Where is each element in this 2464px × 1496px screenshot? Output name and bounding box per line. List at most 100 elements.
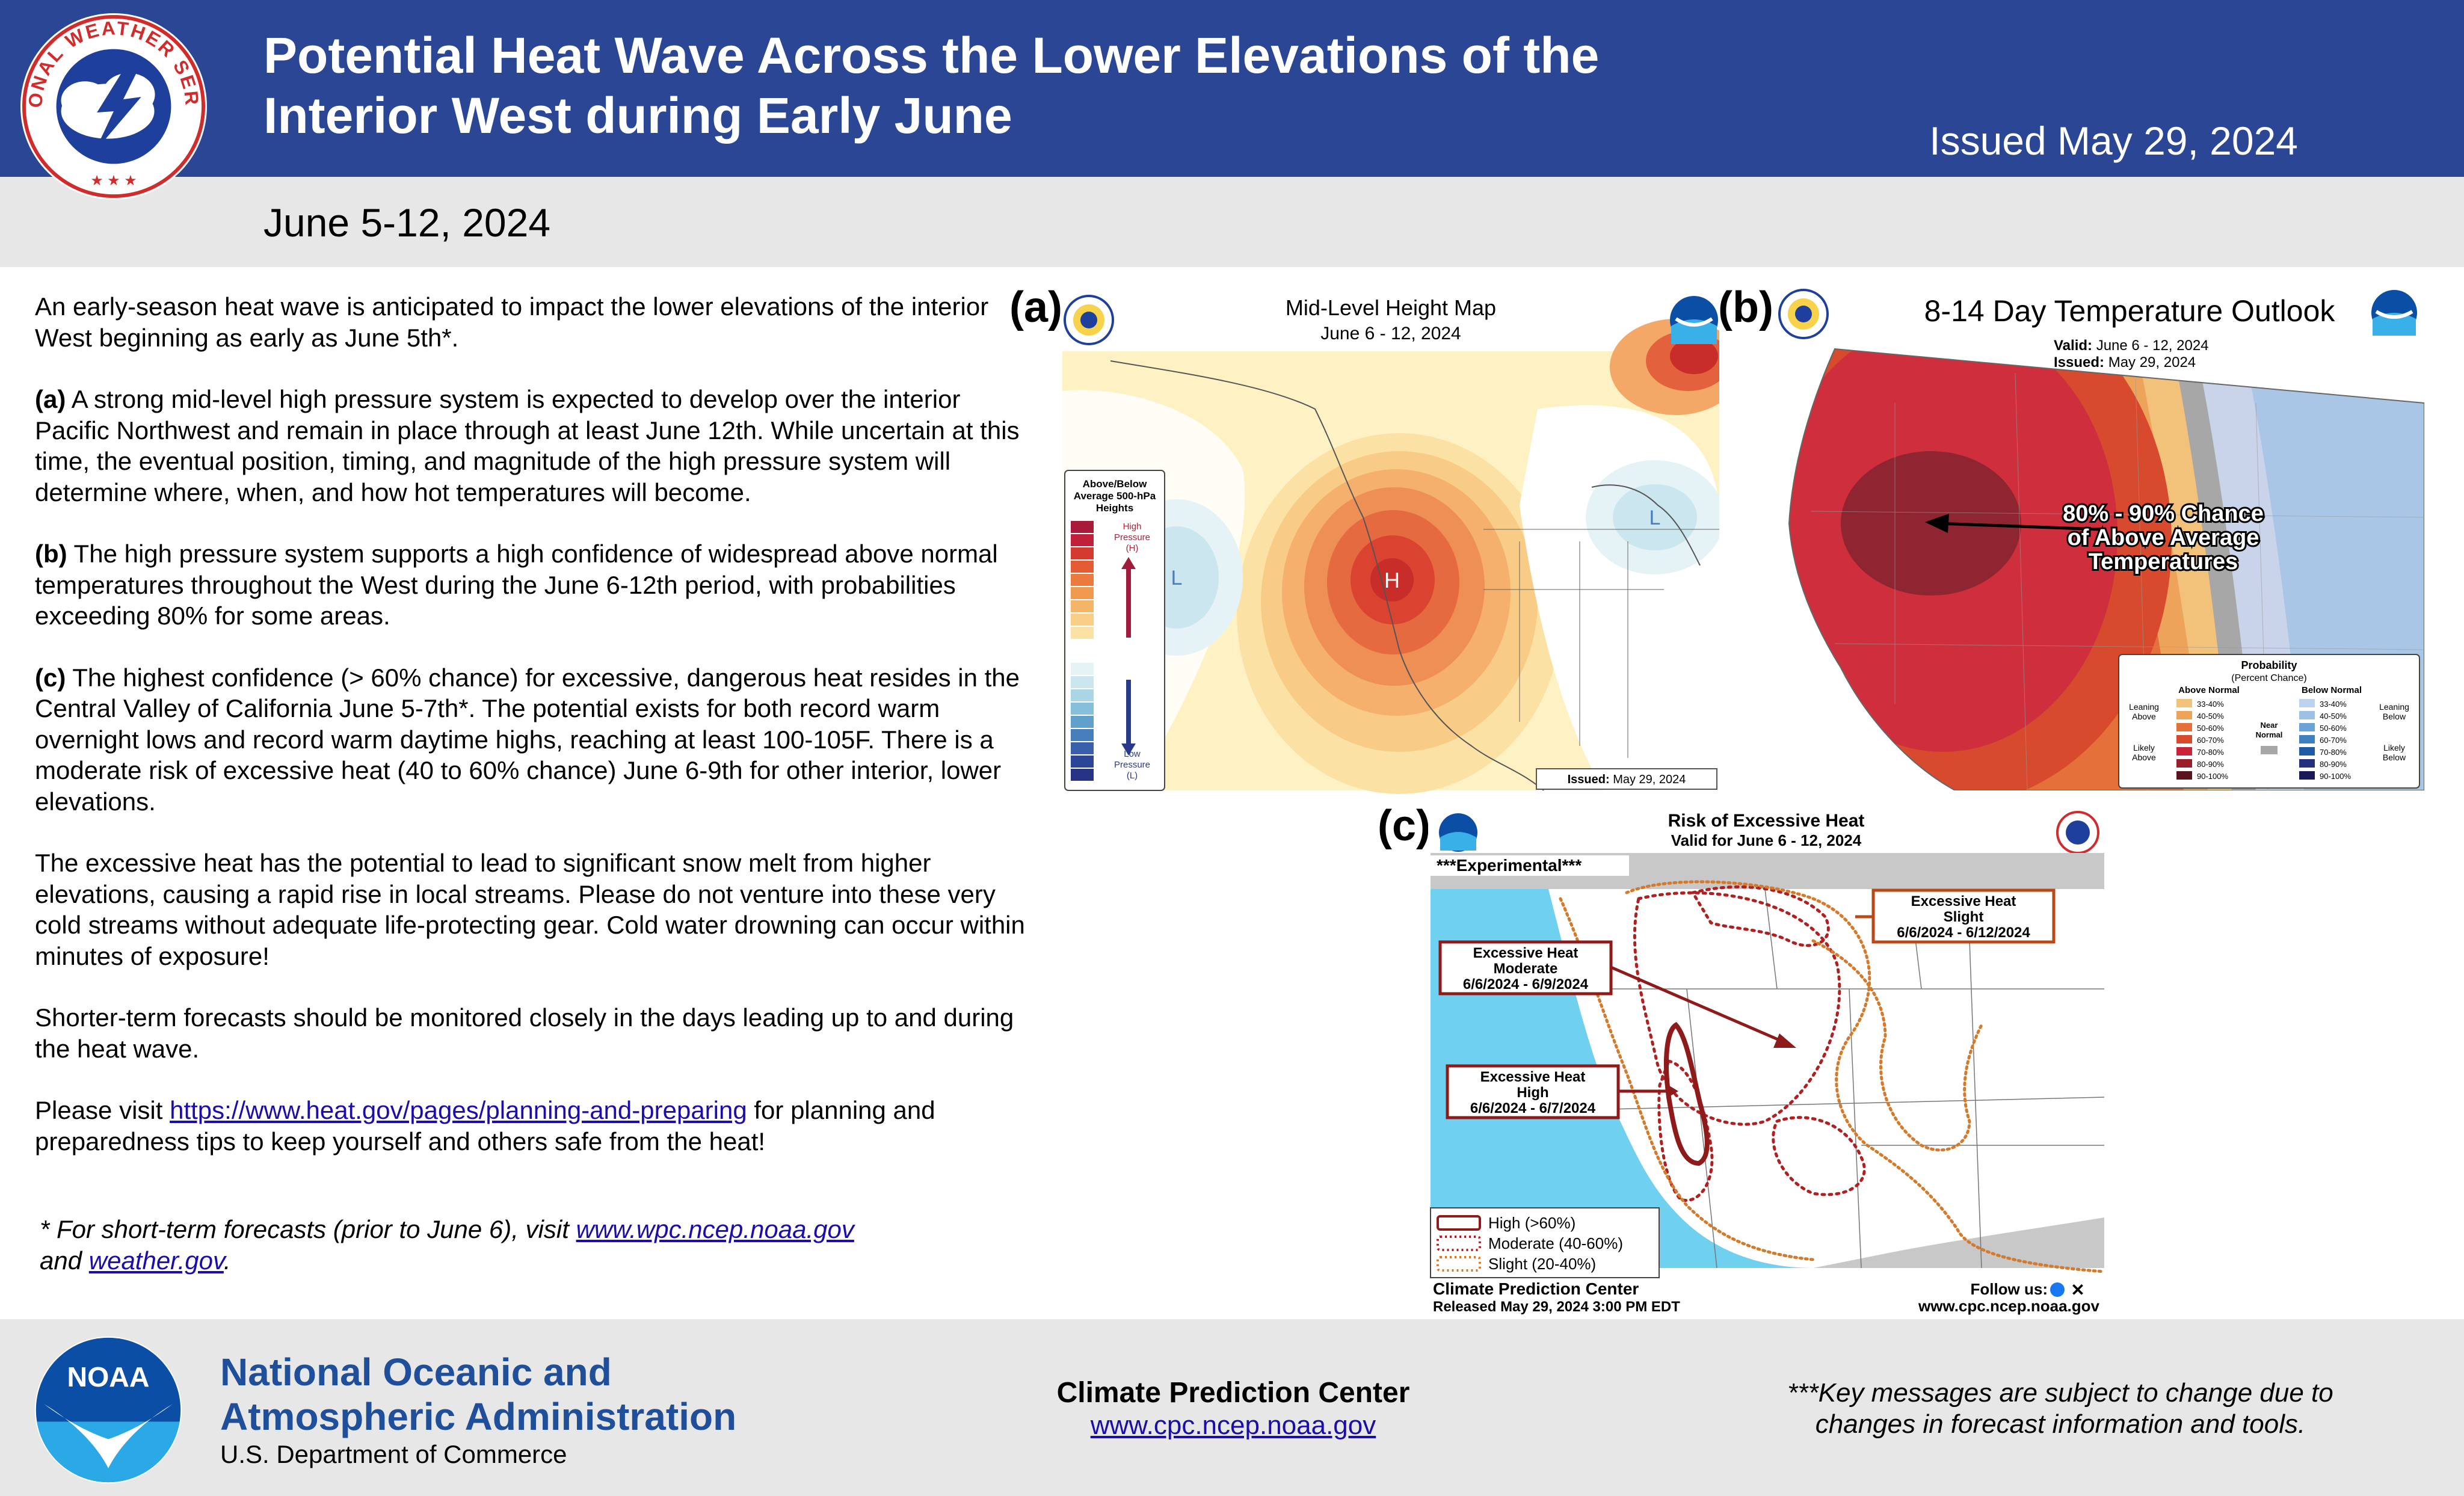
svg-text:Normal: Normal: [2256, 730, 2283, 739]
legend-swatch: [2299, 747, 2315, 756]
nws-logo-icon: NATIONAL WEATHER SERVICE ★ ★ ★: [18, 11, 208, 200]
panel-a-title: Mid-Level Height Map: [1286, 295, 1496, 320]
panel-c-released: Released May 29, 2024 3:00 PM EDT: [1433, 1299, 1680, 1315]
legend-range-label: 60-70%: [2320, 736, 2347, 745]
legend-swatch: [2176, 711, 2192, 719]
legend-range-label: 90-100%: [2320, 772, 2351, 781]
legend-range-label: 40-50%: [2197, 712, 2224, 721]
panel-b-annotation-3: Temperatures: [2089, 549, 2238, 574]
moderate-box-line-3: 6/6/2024 - 6/9/2024: [1463, 976, 1589, 993]
paragraph-intro: An early-season heat wave is anticipated…: [35, 292, 989, 352]
panel-c-subtitle: Valid for June 6 - 12, 2024: [1671, 831, 1862, 849]
wpc-link[interactable]: www.wpc.ncep.noaa.gov: [576, 1215, 854, 1243]
svg-text:Below Normal: Below Normal: [2302, 685, 2362, 695]
panel-a-legend: Above/Below Average 500-hPa Heights High…: [1064, 470, 1165, 791]
legend-swatch: [2176, 771, 2192, 780]
height-swatch-cool: [1071, 756, 1094, 768]
title-line-2: Interior West during Early June: [263, 87, 1012, 144]
department-name: U.S. Department of Commerce: [220, 1440, 567, 1468]
svg-text:Above: Above: [2132, 712, 2156, 721]
svg-text:Leaning: Leaning: [2379, 702, 2409, 712]
height-swatch-cool: [1071, 729, 1094, 741]
svg-text:Above Normal: Above Normal: [2178, 685, 2240, 695]
svg-text:★ ★ ★: ★ ★ ★: [90, 173, 137, 189]
legend-swatch: [2176, 699, 2192, 707]
svg-text:Above: Above: [2132, 753, 2156, 762]
height-swatch-warm: [1071, 587, 1094, 599]
legend-range-label: 80-90%: [2197, 760, 2224, 769]
legend-swatch: [2176, 747, 2192, 756]
svg-text:High: High: [1123, 522, 1142, 532]
page-title: Potential Heat Wave Across the Lower Ele…: [263, 25, 1767, 146]
legend-range-label: 50-60%: [2320, 724, 2347, 733]
weather-gov-link[interactable]: weather.gov: [88, 1246, 224, 1275]
legend-swatch: [2299, 699, 2315, 707]
svg-text:Likely: Likely: [2383, 743, 2405, 753]
legend-moderate: Moderate (40-60%): [1488, 1234, 1623, 1252]
svg-text:Probability: Probability: [2241, 659, 2297, 671]
panel-c-title: Risk of Excessive Heat: [1668, 811, 1865, 831]
cpc-name: Climate Prediction Center: [1056, 1377, 1410, 1409]
height-swatch-warm: [1071, 614, 1094, 626]
high-box-line-3: 6/6/2024 - 6/7/2024: [1470, 1100, 1596, 1116]
low-pressure-marker-east: L: [1649, 506, 1661, 529]
panel-b-letter: (b): [1718, 283, 1773, 331]
height-swatch-warm: [1071, 547, 1094, 559]
legend-range-label: 60-70%: [2197, 736, 2224, 745]
facebook-icon: [2050, 1282, 2065, 1297]
legend-swatch: [2176, 735, 2192, 743]
legend-swatch: [2176, 759, 2192, 768]
panel-b-temperature-outlook: 8-14 Day Temperature Outlook Valid: June…: [1775, 283, 2424, 790]
high-box-line-2: High: [1517, 1085, 1548, 1101]
height-swatch-cool: [1071, 676, 1094, 688]
height-swatch-warm: [1071, 534, 1094, 546]
panel-c-letter: (c): [1378, 802, 1431, 850]
paragraph-visit: Please visit https://www.heat.gov/pages/…: [35, 1096, 935, 1156]
disclaimer: ***Key messages are subject to change du…: [1714, 1377, 2406, 1440]
noaa-small-logo-icon-b: [2371, 290, 2417, 336]
paragraph-c: (c) The highest confidence (> 60% chance…: [35, 663, 1020, 816]
x-icon: ✕: [2071, 1281, 2084, 1299]
height-swatch-cool: [1071, 716, 1094, 728]
legend-range-label: 33-40%: [2197, 700, 2224, 709]
paragraph-monitor: Shorter-term forecasts should be monitor…: [35, 1003, 1014, 1063]
svg-text:Heights: Heights: [1096, 502, 1133, 514]
noaa-logo-icon: NOAA: [34, 1336, 182, 1484]
high-box-line-1: Excessive Heat: [1480, 1069, 1586, 1085]
svg-text:Near: Near: [2261, 721, 2278, 730]
footnote: * For short-term forecasts (prior to Jun…: [40, 1215, 854, 1275]
date-bar: [0, 177, 2464, 267]
svg-text:Above/Below: Above/Below: [1083, 478, 1148, 490]
cpc-url-link[interactable]: www.cpc.ncep.noaa.gov: [1090, 1411, 1376, 1440]
height-swatch-cool: [1071, 742, 1094, 754]
svg-text:Leaning: Leaning: [2129, 702, 2159, 712]
heat-gov-link[interactable]: https://www.heat.gov/pages/planning-and-…: [170, 1096, 747, 1124]
height-swatch-warm: [1071, 561, 1094, 573]
panel-b-annotation-1: 80% - 90% Chance: [2063, 501, 2264, 526]
issued-date: Issued May 29, 2024: [1929, 119, 2298, 163]
panel-c-follow: Follow us:: [1970, 1280, 2048, 1298]
height-swatch-cool: [1071, 769, 1094, 781]
paragraph-snowmelt: The excessive heat has the potential to …: [35, 849, 1025, 970]
cpc-url-wrap: www.cpc.ncep.noaa.gov: [962, 1411, 1504, 1441]
svg-text:(Percent Chance): (Percent Chance): [2231, 673, 2306, 683]
panel-b-valid: Valid: June 6 - 12, 2024: [2054, 337, 2209, 354]
slight-box-line-3: 6/6/2024 - 6/12/2024: [1897, 925, 2030, 941]
legend-swatch: [2299, 759, 2315, 768]
noaa-name-line-2: Atmospheric Administration: [220, 1395, 737, 1438]
event-dates: June 5-12, 2024: [263, 200, 551, 245]
legend-swatch: [2299, 711, 2315, 719]
svg-text:(L): (L): [1127, 771, 1138, 781]
paragraph-a: (a) A strong mid-level high pressure sys…: [35, 385, 1020, 506]
height-swatch-cool: [1071, 703, 1094, 715]
panel-c-excessive-heat-risk: Risk of Excessive Heat Valid for June 6 …: [1428, 808, 2104, 1316]
legend-range-label: 70-80%: [2197, 748, 2224, 757]
svg-text:Below: Below: [2383, 712, 2406, 721]
height-swatch-warm: [1071, 574, 1094, 586]
svg-text:(H): (H): [1126, 543, 1139, 553]
panel-a-subtitle: June 6 - 12, 2024: [1320, 324, 1461, 343]
disclaimer-line-2: changes in forecast information and tool…: [1815, 1409, 2306, 1439]
panel-b-issued: Issued: May 29, 2024: [2054, 354, 2196, 371]
moderate-box-line-1: Excessive Heat: [1473, 945, 1578, 961]
legend-range-label: 40-50%: [2320, 712, 2347, 721]
